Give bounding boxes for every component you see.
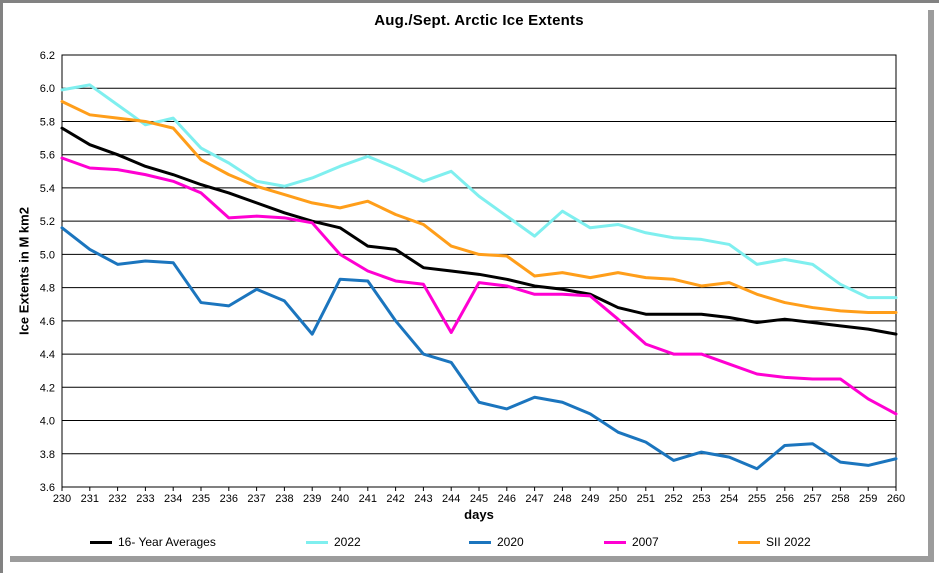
- series-line-16-year-averages: [60, 126, 898, 336]
- svg-text:239: 239: [303, 493, 321, 505]
- svg-text:232: 232: [108, 493, 126, 505]
- window-shadow-right: [928, 10, 934, 562]
- legend-label-16-year-averages: 16- Year Averages: [118, 535, 216, 549]
- legend-label-sii-2022: SII 2022: [766, 535, 811, 549]
- series-lines: [60, 83, 898, 471]
- svg-text:231: 231: [81, 493, 99, 505]
- svg-text:4.2: 4.2: [40, 382, 55, 394]
- legend-item-16-year-averages: 16- Year Averages: [90, 532, 216, 552]
- legend-item-2007: 2007: [604, 532, 659, 552]
- legend-item-2020: 2020: [469, 532, 524, 552]
- window-frame-top: [0, 0, 939, 3]
- svg-text:5.0: 5.0: [40, 249, 55, 261]
- svg-text:240: 240: [331, 493, 349, 505]
- svg-text:3.6: 3.6: [40, 482, 55, 494]
- svg-text:3.8: 3.8: [40, 449, 55, 461]
- svg-text:246: 246: [498, 493, 516, 505]
- legend-swatch-16-year-averages: [90, 540, 112, 544]
- y-tick-labels: 3.6 3.8 4.0 4.2 4.4 4.6 4.8 5.0 5.2 5.4 5.6 5.8 6.0 6…: [40, 50, 55, 494]
- svg-text:247: 247: [525, 493, 543, 505]
- svg-text:255: 255: [748, 493, 766, 505]
- svg-text:250: 250: [609, 493, 627, 505]
- legend-label-2022: 2022: [334, 535, 361, 549]
- svg-text:4.6: 4.6: [40, 316, 55, 328]
- svg-text:234: 234: [164, 493, 182, 505]
- svg-text:256: 256: [776, 493, 794, 505]
- svg-text:251: 251: [637, 493, 655, 505]
- svg-text:6.2: 6.2: [40, 50, 55, 62]
- svg-text:241: 241: [359, 493, 377, 505]
- svg-text:252: 252: [664, 493, 682, 505]
- svg-text:257: 257: [803, 493, 821, 505]
- svg-text:237: 237: [247, 493, 265, 505]
- series-line-sii-2022: [60, 100, 898, 315]
- legend-swatch-2022: [306, 540, 328, 544]
- svg-text:5.2: 5.2: [40, 216, 55, 228]
- svg-text:243: 243: [414, 493, 432, 505]
- svg-text:242: 242: [386, 493, 404, 505]
- svg-text:254: 254: [720, 493, 738, 505]
- legend-label-2007: 2007: [632, 535, 659, 549]
- x-axis-ticks: [61, 487, 897, 491]
- series-line-2007: [60, 156, 898, 416]
- svg-text:248: 248: [553, 493, 571, 505]
- svg-text:5.8: 5.8: [40, 116, 55, 128]
- x-tick-labels: 230 231 232 233 234 235 236 237 238 239 240 241 242 2…: [53, 493, 905, 505]
- svg-text:245: 245: [470, 493, 488, 505]
- svg-text:5.6: 5.6: [40, 150, 55, 162]
- window-shadow-bottom: [10, 556, 934, 562]
- svg-text:4.0: 4.0: [40, 416, 55, 428]
- svg-text:259: 259: [859, 493, 877, 505]
- legend-swatch-2020: [469, 540, 491, 544]
- legend-item-2022: 2022: [306, 532, 361, 552]
- svg-text:233: 233: [136, 493, 154, 505]
- x-axis-title: days: [464, 507, 494, 522]
- plot-border: [61, 54, 897, 488]
- svg-text:253: 253: [692, 493, 710, 505]
- window-frame-left: [0, 0, 3, 573]
- legend: 16- Year Averages 2022 2020 2007 SII 2022: [0, 532, 939, 552]
- series-line-2022: [60, 83, 898, 300]
- svg-text:258: 258: [831, 493, 849, 505]
- svg-text:230: 230: [53, 493, 71, 505]
- svg-text:249: 249: [581, 493, 599, 505]
- svg-text:4.8: 4.8: [40, 283, 55, 295]
- legend-item-sii-2022: SII 2022: [738, 532, 811, 552]
- legend-swatch-2007: [604, 540, 626, 544]
- svg-text:260: 260: [887, 493, 905, 505]
- svg-text:235: 235: [192, 493, 210, 505]
- legend-label-2020: 2020: [497, 535, 524, 549]
- chart-title: Aug./Sept. Arctic Ice Extents: [374, 12, 584, 29]
- svg-text:5.4: 5.4: [40, 183, 55, 195]
- svg-text:236: 236: [220, 493, 238, 505]
- svg-text:244: 244: [442, 493, 460, 505]
- svg-text:238: 238: [275, 493, 293, 505]
- y-axis-title: Ice Extents in M km2: [16, 207, 32, 335]
- legend-swatch-sii-2022: [738, 540, 760, 544]
- series-line-2020: [60, 226, 898, 471]
- svg-text:6.0: 6.0: [40, 83, 55, 95]
- gridlines: [62, 54, 896, 488]
- svg-text:4.4: 4.4: [40, 349, 55, 361]
